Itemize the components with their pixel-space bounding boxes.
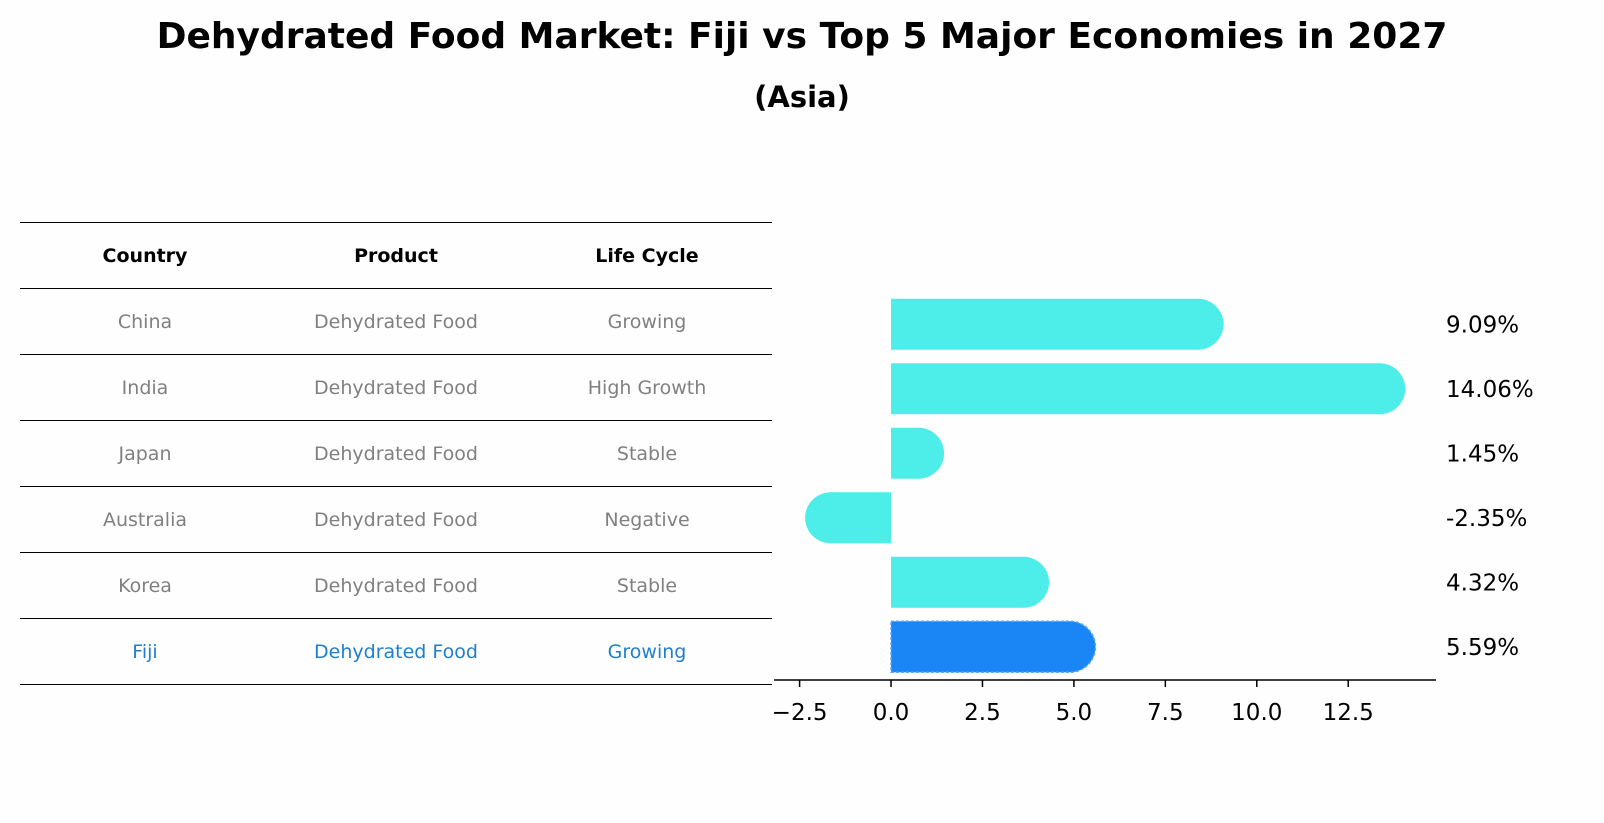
x-tick-label: 12.5 — [1323, 700, 1374, 726]
value-label: 9.09% — [1446, 312, 1519, 338]
country-cell: Fiji — [132, 640, 158, 663]
country-cell: Australia — [102, 508, 188, 531]
table-row: China Dehydrated Food Growing — [20, 288, 772, 354]
table-row: Japan Dehydrated Food Stable — [20, 420, 772, 486]
table-row: Australia Dehydrated Food Negative — [20, 486, 772, 552]
table-row: India Dehydrated Food High Growth — [20, 354, 772, 420]
bar-korea — [891, 556, 1050, 608]
product-cell: Dehydrated Food — [314, 574, 478, 597]
life-cycle-cell: High Growth — [587, 376, 707, 399]
product-cell: Dehydrated Food — [314, 310, 478, 333]
country-cell: India — [121, 376, 169, 399]
header-country: Country — [102, 244, 188, 267]
growth-bar-chart: 9.09% 14.06% 1.45% -2.35% 4.32% 5.59% −2.5 0.0 2… — [772, 298, 1534, 726]
life-cycle-cell: Stable — [616, 574, 678, 597]
x-tick-label: −2.5 — [772, 700, 828, 726]
product-cell: Dehydrated Food — [314, 376, 478, 399]
chart-subtitle: (Asia) — [754, 80, 850, 114]
value-label: 1.45% — [1446, 441, 1519, 467]
life-cycle-cell: Growing — [607, 640, 687, 663]
life-cycle-cell: Growing — [607, 310, 687, 333]
x-tick-label: 0.0 — [873, 700, 910, 726]
product-cell: Dehydrated Food — [314, 640, 478, 663]
country-cell: China — [117, 310, 173, 333]
value-label: 14.06% — [1446, 377, 1534, 403]
life-cycle-cell: Negative — [604, 508, 690, 531]
table-header-row: Country Product Life Cycle — [20, 222, 772, 288]
header-product: Product — [354, 244, 438, 267]
x-tick-label: 2.5 — [964, 700, 1001, 726]
header-life-cycle: Life Cycle — [595, 244, 699, 267]
value-label: 5.59% — [1446, 635, 1519, 661]
product-cell: Dehydrated Food — [314, 508, 478, 531]
table-row: Korea Dehydrated Food Stable — [20, 552, 772, 618]
bar-fiji — [890, 620, 1097, 673]
bar-japan — [891, 427, 945, 479]
bar-china — [891, 298, 1224, 350]
chart-title: Dehydrated Food Market: Fiji vs Top 5 Ma… — [156, 16, 1448, 57]
life-cycle-cell: Stable — [616, 442, 678, 465]
country-cell: Korea — [118, 574, 172, 597]
x-tick-label: 10.0 — [1231, 700, 1282, 726]
table-row-highlighted: Fiji Dehydrated Food Growing — [20, 618, 772, 685]
bar-india — [891, 363, 1406, 415]
x-tick-label: 5.0 — [1056, 700, 1093, 726]
country-cell: Japan — [118, 442, 172, 465]
value-label: -2.35% — [1446, 506, 1527, 532]
market-table: Country Product Life Cycle China Dehydra… — [20, 222, 772, 685]
x-tick-label: 7.5 — [1147, 700, 1184, 726]
product-cell: Dehydrated Food — [314, 442, 478, 465]
value-label: 4.32% — [1446, 570, 1519, 596]
bar-australia — [805, 492, 892, 544]
